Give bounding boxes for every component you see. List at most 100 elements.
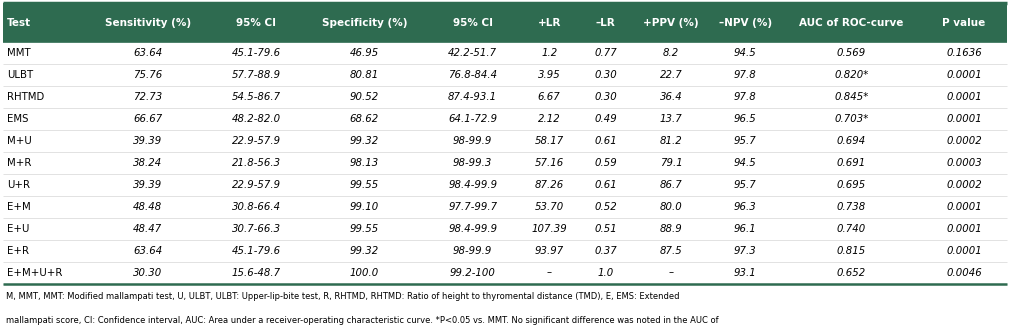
Text: 0.1636: 0.1636 <box>946 48 982 58</box>
Text: 97.8: 97.8 <box>733 70 756 80</box>
Text: 66.67: 66.67 <box>133 114 163 124</box>
Text: E+M+U+R: E+M+U+R <box>7 268 63 278</box>
Text: –NPV (%): –NPV (%) <box>718 18 772 28</box>
Text: M, MMT, MMT: Modified mallampati test, U, ULBT, ULBT: Upper-lip-bite test, R, RH: M, MMT, MMT: Modified mallampati test, U… <box>6 292 680 301</box>
Bar <box>3 130 1007 152</box>
Text: –: – <box>669 268 674 278</box>
Text: 87.26: 87.26 <box>534 180 564 190</box>
Text: 0.0003: 0.0003 <box>946 158 982 168</box>
Text: 98.4-99.9: 98.4-99.9 <box>448 180 497 190</box>
Text: 99.10: 99.10 <box>349 202 379 212</box>
Text: E+R: E+R <box>7 246 29 256</box>
Text: 99.55: 99.55 <box>349 180 379 190</box>
Text: 3.95: 3.95 <box>537 70 561 80</box>
Text: 0.691: 0.691 <box>837 158 867 168</box>
Bar <box>3 262 1007 284</box>
Text: 72.73: 72.73 <box>133 92 163 102</box>
Text: 93.1: 93.1 <box>733 268 756 278</box>
Text: 94.5: 94.5 <box>733 158 756 168</box>
Text: 0.695: 0.695 <box>837 180 867 190</box>
Text: AUC of ROC-curve: AUC of ROC-curve <box>800 18 904 28</box>
Text: –LR: –LR <box>596 18 615 28</box>
Text: 97.3: 97.3 <box>733 246 756 256</box>
Bar <box>3 86 1007 108</box>
Text: 95% CI: 95% CI <box>236 18 276 28</box>
Text: 95.7: 95.7 <box>733 136 756 146</box>
Text: 96.1: 96.1 <box>733 224 756 234</box>
Text: 0.61: 0.61 <box>594 180 617 190</box>
Text: 0.703*: 0.703* <box>834 114 869 124</box>
Text: 57.16: 57.16 <box>534 158 564 168</box>
Text: +PPV (%): +PPV (%) <box>643 18 699 28</box>
Text: 46.95: 46.95 <box>349 48 379 58</box>
Text: 63.64: 63.64 <box>133 246 163 256</box>
Text: 0.0046: 0.0046 <box>946 268 982 278</box>
Text: 48.47: 48.47 <box>133 224 163 234</box>
Text: 99.55: 99.55 <box>349 224 379 234</box>
Text: P value: P value <box>942 18 986 28</box>
Text: 0.0001: 0.0001 <box>946 92 982 102</box>
Text: 39.39: 39.39 <box>133 180 163 190</box>
Text: 98-99.9: 98-99.9 <box>452 136 492 146</box>
Text: 97.8: 97.8 <box>733 92 756 102</box>
Text: 54.5-86.7: 54.5-86.7 <box>231 92 281 102</box>
Text: 30.8-66.4: 30.8-66.4 <box>231 202 281 212</box>
Text: 1.2: 1.2 <box>541 48 558 58</box>
Text: 15.6-48.7: 15.6-48.7 <box>231 268 281 278</box>
Text: 68.62: 68.62 <box>349 114 379 124</box>
Text: 0.30: 0.30 <box>594 70 617 80</box>
Text: 0.569: 0.569 <box>837 48 867 58</box>
Text: 0.0001: 0.0001 <box>946 224 982 234</box>
Text: 99.32: 99.32 <box>349 136 379 146</box>
Bar <box>3 284 1007 332</box>
Text: 0.740: 0.740 <box>837 224 867 234</box>
Text: 48.2-82.0: 48.2-82.0 <box>231 114 281 124</box>
Text: 98-99.3: 98-99.3 <box>452 158 492 168</box>
Text: 0.815: 0.815 <box>837 246 867 256</box>
Text: 21.8-56.3: 21.8-56.3 <box>231 158 281 168</box>
Bar <box>3 108 1007 130</box>
Text: 88.9: 88.9 <box>660 224 683 234</box>
Text: 95.7: 95.7 <box>733 180 756 190</box>
Text: EMS: EMS <box>7 114 28 124</box>
Text: –: – <box>546 268 551 278</box>
Text: 30.7-66.3: 30.7-66.3 <box>231 224 281 234</box>
Text: mallampati score, CI: Confidence interval, AUC: Area under a receiver-operating : mallampati score, CI: Confidence interva… <box>6 316 719 325</box>
Text: 0.0002: 0.0002 <box>946 136 982 146</box>
Text: 64.1-72.9: 64.1-72.9 <box>448 114 497 124</box>
Text: 75.76: 75.76 <box>133 70 163 80</box>
Text: 0.77: 0.77 <box>594 48 617 58</box>
Text: 0.694: 0.694 <box>837 136 867 146</box>
Text: 86.7: 86.7 <box>660 180 683 190</box>
Text: 0.59: 0.59 <box>594 158 617 168</box>
Text: 22.9-57.9: 22.9-57.9 <box>231 136 281 146</box>
Text: E+U: E+U <box>7 224 29 234</box>
Text: 0.845*: 0.845* <box>834 92 869 102</box>
Text: 57.7-88.9: 57.7-88.9 <box>231 70 281 80</box>
Text: 58.17: 58.17 <box>534 136 564 146</box>
Text: RHTMD: RHTMD <box>7 92 44 102</box>
Text: 22.9-57.9: 22.9-57.9 <box>231 180 281 190</box>
Text: 98.13: 98.13 <box>349 158 379 168</box>
Text: M+R: M+R <box>7 158 31 168</box>
Text: 0.51: 0.51 <box>594 224 617 234</box>
Bar <box>3 240 1007 262</box>
Text: 81.2: 81.2 <box>660 136 683 146</box>
Text: M+U: M+U <box>7 136 32 146</box>
Text: 98.4-99.9: 98.4-99.9 <box>448 224 497 234</box>
Text: 8.2: 8.2 <box>663 48 679 58</box>
Text: MMT: MMT <box>7 48 30 58</box>
Text: 76.8-84.4: 76.8-84.4 <box>448 70 497 80</box>
Text: 87.4-93.1: 87.4-93.1 <box>448 92 497 102</box>
Text: 0.0001: 0.0001 <box>946 202 982 212</box>
Text: 13.7: 13.7 <box>660 114 683 124</box>
Text: 0.820*: 0.820* <box>834 70 869 80</box>
Text: 94.5: 94.5 <box>733 48 756 58</box>
Text: 53.70: 53.70 <box>534 202 564 212</box>
Text: 99.2-100: 99.2-100 <box>449 268 496 278</box>
Text: E+M: E+M <box>7 202 31 212</box>
Text: 0.49: 0.49 <box>594 114 617 124</box>
Text: 87.5: 87.5 <box>660 246 683 256</box>
Text: 79.1: 79.1 <box>660 158 683 168</box>
Text: ULBT: ULBT <box>7 70 33 80</box>
